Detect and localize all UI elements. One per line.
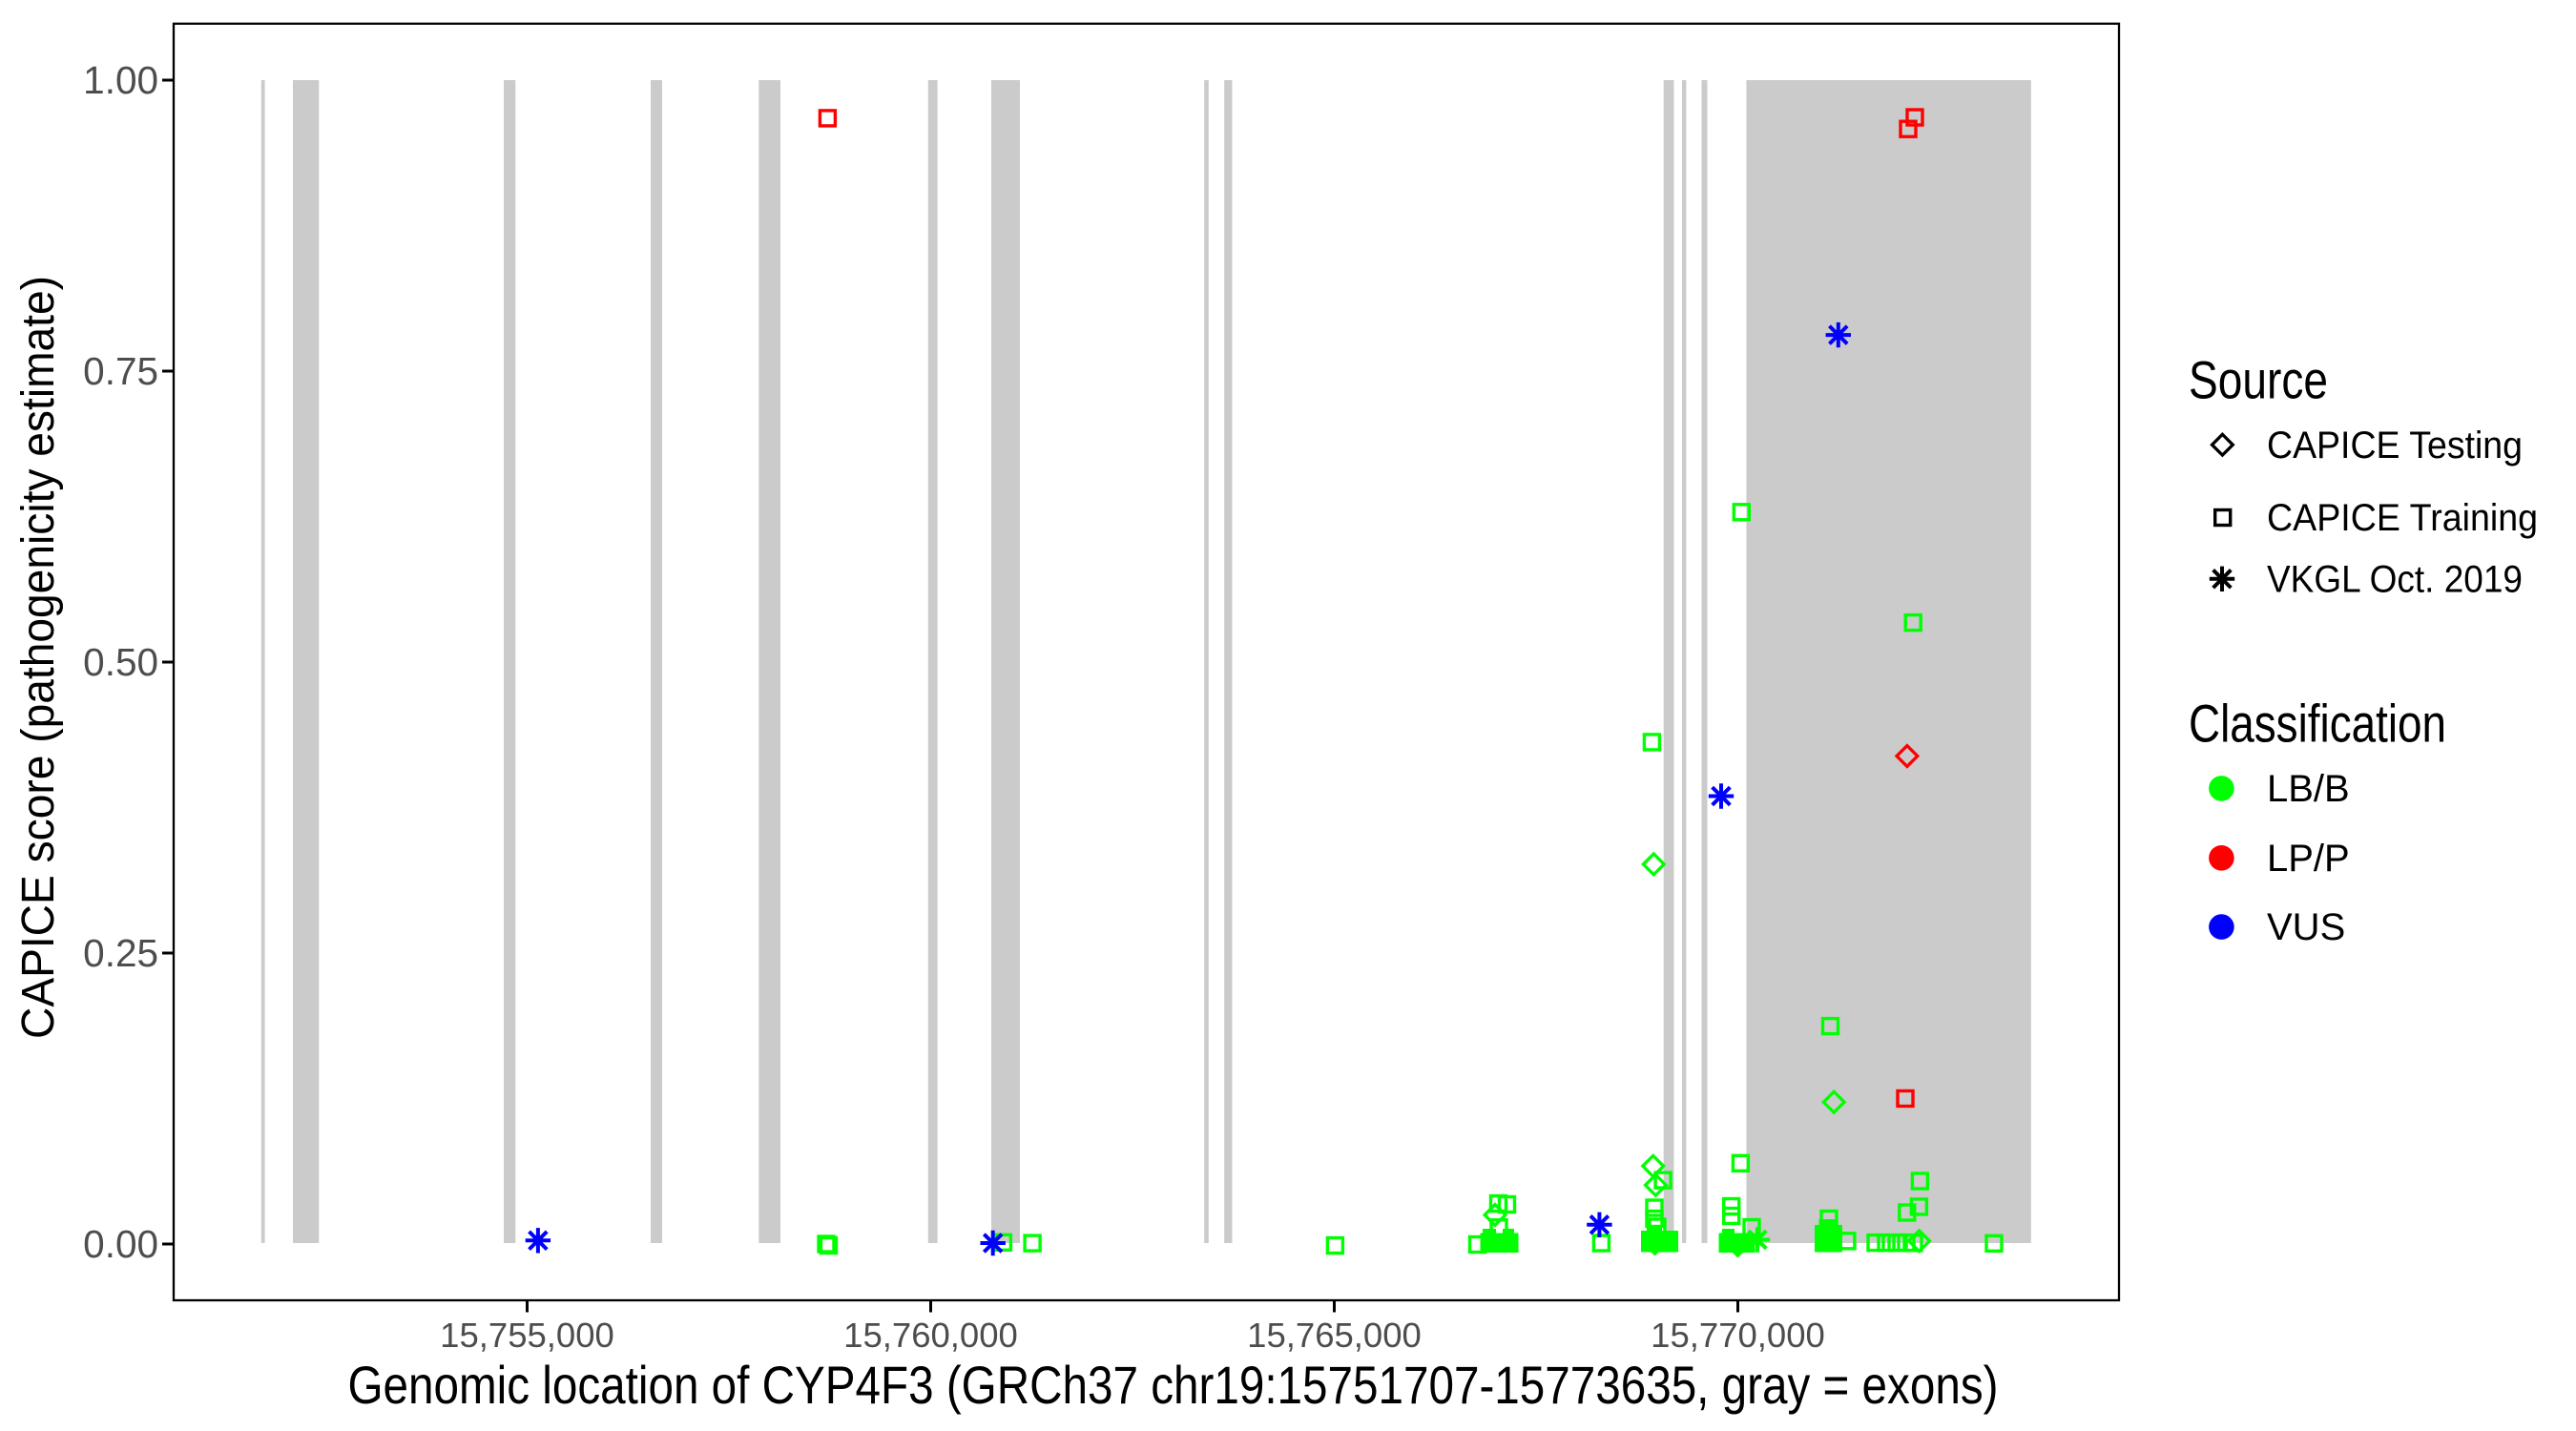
svg-text:CAPICE score (pathogenicity es: CAPICE score (pathogenicity estimate) [13,276,64,1039]
svg-text:LB/B: LB/B [2267,768,2350,810]
svg-text:VKGL Oct. 2019: VKGL Oct. 2019 [2267,559,2523,601]
svg-text:15,770,000: 15,770,000 [1651,1316,1825,1355]
svg-text:CAPICE Training: CAPICE Training [2267,497,2538,539]
svg-text:Classification: Classification [2189,694,2446,754]
svg-text:VUS: VUS [2267,906,2345,948]
svg-text:Genomic location of CYP4F3 (GR: Genomic location of CYP4F3 (GRCh37 chr19… [348,1355,1999,1415]
svg-text:0.25: 0.25 [83,931,158,975]
svg-text:0.00: 0.00 [83,1222,158,1266]
svg-text:1.00: 1.00 [83,58,158,102]
svg-text:0.50: 0.50 [83,640,158,684]
svg-text:CAPICE Testing: CAPICE Testing [2267,425,2523,467]
svg-text:Source: Source [2189,350,2328,410]
svg-text:15,755,000: 15,755,000 [440,1316,614,1355]
svg-text:15,765,000: 15,765,000 [1247,1316,1422,1355]
svg-text:0.75: 0.75 [83,349,158,393]
svg-text:15,760,000: 15,760,000 [843,1316,1018,1355]
svg-text:LP/P: LP/P [2267,838,2350,880]
